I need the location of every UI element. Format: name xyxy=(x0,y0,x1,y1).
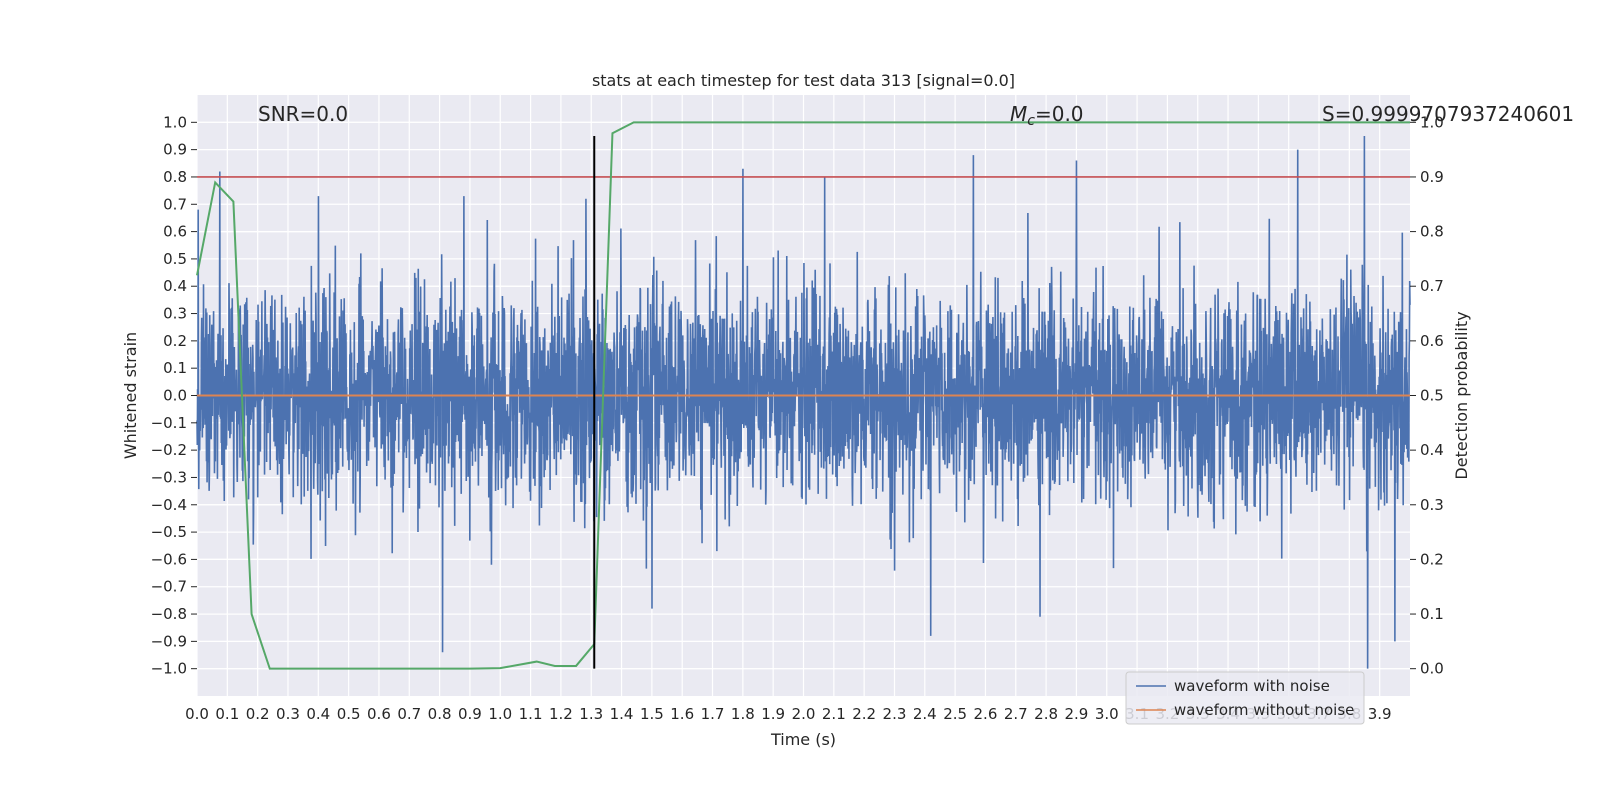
y-tick-label: 0.8 xyxy=(163,168,187,186)
y-tick-label: 0.3 xyxy=(163,305,187,323)
x-tick-label: 2.8 xyxy=(1034,705,1058,723)
x-tick-label: 1.8 xyxy=(731,705,755,723)
x-tick-label: 1.3 xyxy=(579,705,603,723)
legend: waveform with noise waveform without noi… xyxy=(1125,671,1365,725)
x-tick-label: 0.4 xyxy=(306,705,330,723)
y-tick-label: −0.6 xyxy=(151,550,187,568)
x-tick-label: 3.0 xyxy=(1095,705,1119,723)
x-tick-label: 0.3 xyxy=(276,705,300,723)
x-tick-label: 1.9 xyxy=(761,705,785,723)
x-tick-label: 0.7 xyxy=(397,705,421,723)
y-tick-label: 0.5 xyxy=(163,250,187,268)
y2-tick-label: 0.8 xyxy=(1420,223,1444,241)
x-axis-label: Time (s) xyxy=(770,730,836,749)
x-tick-label: 1.5 xyxy=(640,705,664,723)
y-tick-label: −0.7 xyxy=(151,578,187,596)
legend-label-noisy: waveform with noise xyxy=(1174,677,1330,695)
mc-symbol: M xyxy=(1010,102,1027,126)
series-detection-probability xyxy=(196,121,1410,670)
y2-tick-label: 0.5 xyxy=(1420,387,1444,405)
x-tick-label: 0.0 xyxy=(185,705,209,723)
x-tick-label: 2.0 xyxy=(792,705,816,723)
x-tick-label: 2.1 xyxy=(822,705,846,723)
y-tick-label: −0.5 xyxy=(151,523,187,541)
y2-axis-label: Detection probability xyxy=(1452,311,1471,479)
y-tick-label: −0.2 xyxy=(151,441,187,459)
x-tick-label: 0.1 xyxy=(215,705,239,723)
x-tick-label: 1.2 xyxy=(549,705,573,723)
y2-tick-label: 0.3 xyxy=(1420,496,1444,514)
x-tick-label: 0.6 xyxy=(367,705,391,723)
legend-box xyxy=(1125,671,1365,725)
y-tick-label: 0.9 xyxy=(163,141,187,159)
y2-tick-label: 0.9 xyxy=(1420,168,1444,186)
x-tick-label: 2.7 xyxy=(1004,705,1028,723)
s-annotation: S=0.9999707937240601 xyxy=(1322,102,1574,126)
x-tick-label: 1.6 xyxy=(670,705,694,723)
y-axis-label: Whitened strain xyxy=(121,332,140,459)
x-tick-label: 0.8 xyxy=(428,705,452,723)
x-tick-label: 3.9 xyxy=(1368,705,1392,723)
x-tick-label: 1.4 xyxy=(610,705,634,723)
y-tick-label: 0.7 xyxy=(163,195,187,213)
x-tick-label: 0.2 xyxy=(246,705,270,723)
x-tick-label: 1.0 xyxy=(488,705,512,723)
y-tick-label: −0.3 xyxy=(151,468,187,486)
data-layer xyxy=(196,121,1411,670)
x-tick-label: 2.9 xyxy=(1064,705,1088,723)
y2-tick-label: 0.0 xyxy=(1420,660,1444,678)
y-tick-label: −0.1 xyxy=(151,414,187,432)
legend-label-clean: waveform without noise xyxy=(1174,701,1354,719)
y2-tick-label: 1.0 xyxy=(1420,113,1444,131)
y2-tick-label: 0.7 xyxy=(1420,277,1444,295)
snr-annotation: SNR=0.0 xyxy=(258,102,348,126)
x-tick-label: 0.9 xyxy=(458,705,482,723)
x-tick-label: 2.3 xyxy=(883,705,907,723)
y2-tick-label: 0.4 xyxy=(1420,441,1444,459)
series-waveform-with-noise xyxy=(196,135,1411,669)
y2-tick-label: 0.6 xyxy=(1420,332,1444,350)
mc-value: =0.0 xyxy=(1035,102,1084,126)
y2-tick-label: 0.1 xyxy=(1420,605,1444,623)
mc-annotation: Mc=0.0 xyxy=(1010,102,1084,129)
y-tick-label: −0.4 xyxy=(151,496,187,514)
x-tick-label: 2.4 xyxy=(913,705,937,723)
x-tick-label: 2.2 xyxy=(852,705,876,723)
y2-tick-label: 0.2 xyxy=(1420,550,1444,568)
x-tick-label: 1.7 xyxy=(701,705,725,723)
y-tick-label: −0.9 xyxy=(151,632,187,650)
y-tick-label: −1.0 xyxy=(151,660,187,678)
x-tick-label: 1.1 xyxy=(519,705,543,723)
y-tick-label: −0.8 xyxy=(151,605,187,623)
chart-title: stats at each timestep for test data 313… xyxy=(592,71,1015,90)
x-tick-label: 2.6 xyxy=(974,705,998,723)
x-tick-label: 0.5 xyxy=(337,705,361,723)
y-tick-label: 0.4 xyxy=(163,277,187,295)
y-tick-label: 0.2 xyxy=(163,332,187,350)
y-tick-label: 0.0 xyxy=(163,387,187,405)
y-tick-label: 1.0 xyxy=(163,113,187,131)
y-tick-label: 0.1 xyxy=(163,359,187,377)
x-tick-label: 2.5 xyxy=(943,705,967,723)
y-tick-label: 0.6 xyxy=(163,223,187,241)
mc-subscript: c xyxy=(1027,113,1035,129)
